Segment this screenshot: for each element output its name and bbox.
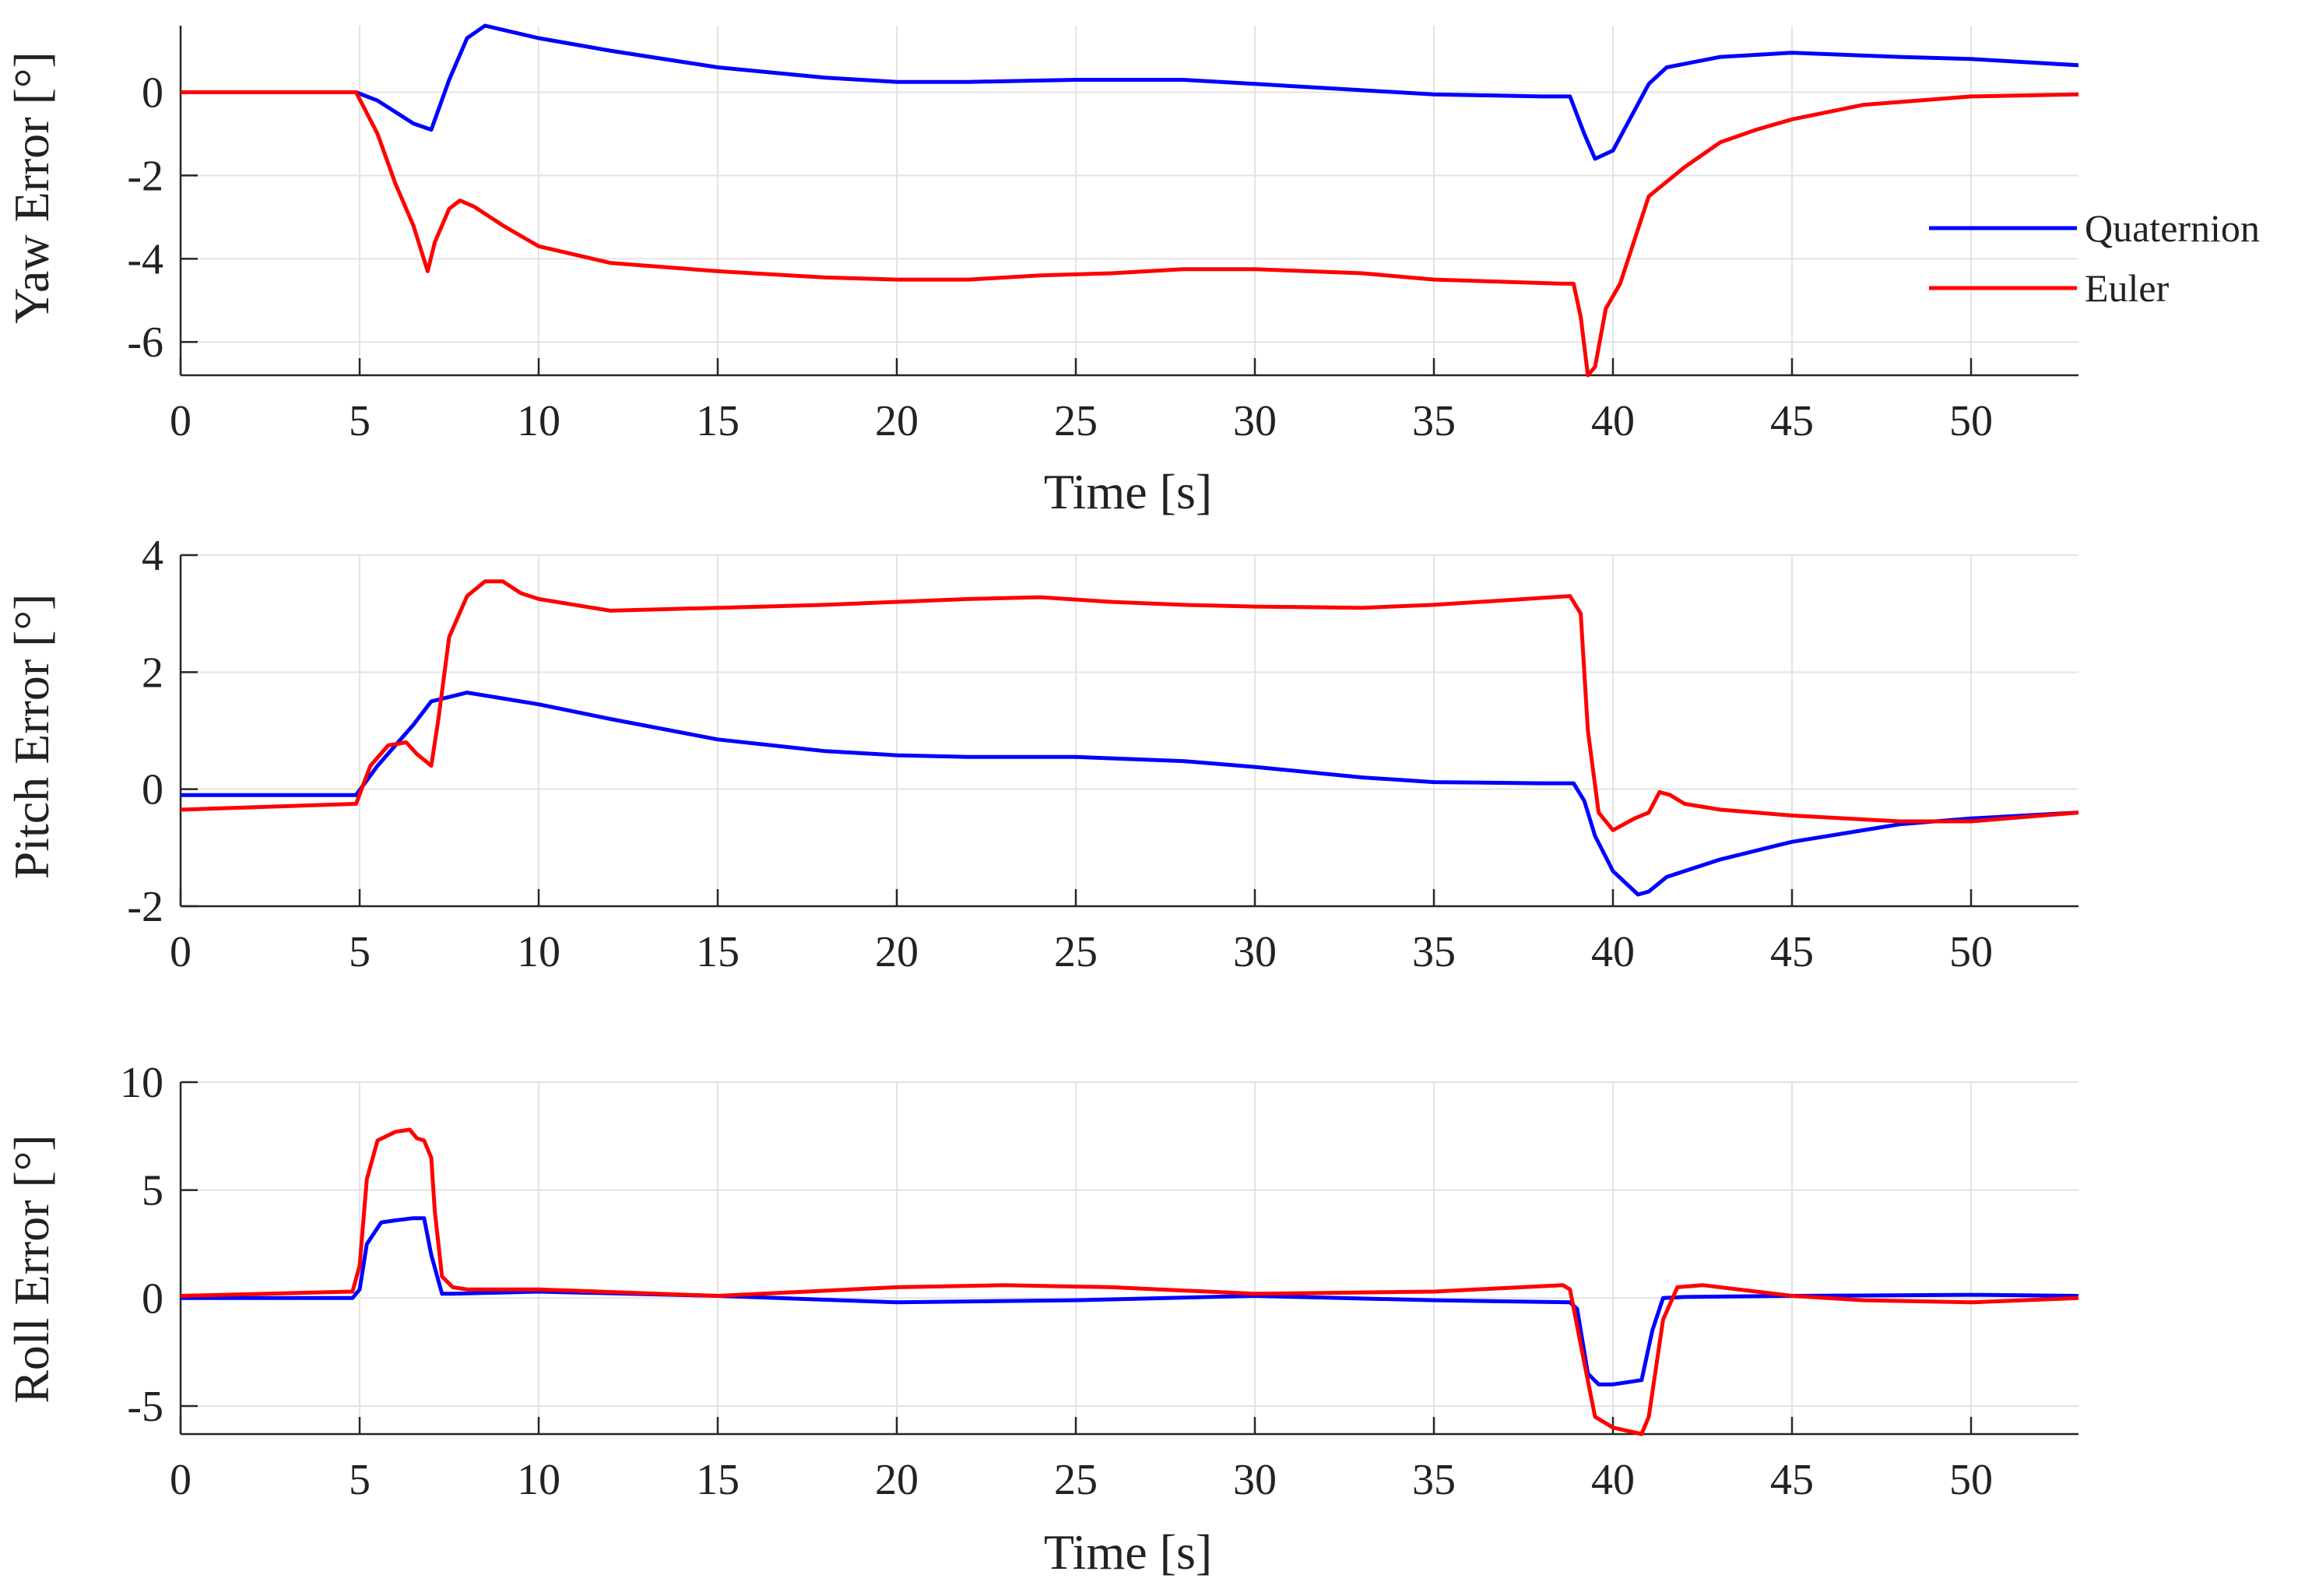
roll-xtick-label-0: 0: [170, 1456, 191, 1504]
yaw-ylabel: Yaw Error [°]: [4, 51, 59, 324]
roll-xtick-label-5: 25: [1054, 1456, 1098, 1504]
pitch-panel: Pitch Error [°] 0 5 10 15 20 25 30 35 40 45 50-202…: [4, 532, 2078, 976]
legend-label-quaternion: Quaternion: [2085, 206, 2260, 250]
yaw-ytick-label-1: -4: [127, 235, 163, 283]
roll-xtick-label-1: 5: [349, 1456, 371, 1504]
yaw-ytick-label-0: -6: [127, 318, 163, 367]
pitch-xtick-label-1: 5: [349, 928, 371, 976]
roll-xtick-label-6: 30: [1233, 1456, 1277, 1504]
roll-xlabel: Time [s]: [1044, 1524, 1212, 1580]
pitch-xtick-label-9: 45: [1770, 928, 1814, 976]
yaw-xtick-label-6: 30: [1233, 397, 1277, 445]
yaw-ytick-label-3: 0: [142, 69, 163, 118]
roll-xtick-label-7: 35: [1412, 1456, 1456, 1504]
legend-label-euler: Euler: [2085, 266, 2170, 310]
pitch-series-euler: [181, 579, 2078, 832]
roll-xtick-label-8: 40: [1591, 1456, 1635, 1504]
roll-ytick-label-1: 0: [142, 1274, 163, 1323]
yaw-xtick-label-10: 50: [1949, 397, 1993, 445]
pitch-xtick-label-7: 35: [1412, 928, 1456, 976]
yaw-xtick-label-2: 10: [517, 397, 560, 445]
yaw-xtick-label-4: 20: [875, 397, 919, 445]
pitch-ytick-label-1: 0: [142, 766, 163, 814]
roll-ytick-label-0: -5: [127, 1383, 163, 1431]
pitch-xtick-label-2: 10: [517, 928, 560, 976]
yaw-xtick-label-5: 25: [1054, 397, 1098, 445]
pitch-xtick-label-8: 40: [1591, 928, 1635, 976]
legend: Quaternion Euler: [1929, 206, 2260, 310]
pitch-ytick-label-3: 4: [142, 532, 163, 580]
roll-xtick-label-10: 50: [1949, 1456, 1993, 1504]
roll-xtick-label-2: 10: [517, 1456, 560, 1504]
roll-series-euler: [181, 1127, 2078, 1436]
yaw-xtick-label-3: 15: [696, 397, 740, 445]
yaw-series-euler: [181, 90, 2078, 378]
roll-series-quaternion: [181, 1216, 2078, 1387]
yaw-ytick-label-2: -2: [127, 152, 163, 200]
pitch-xtick-label-5: 25: [1054, 928, 1098, 976]
yaw-xtick-label-1: 5: [349, 397, 371, 445]
yaw-xtick-label-7: 35: [1412, 397, 1456, 445]
yaw-xtick-label-8: 40: [1591, 397, 1635, 445]
pitch-xtick-label-3: 15: [696, 928, 740, 976]
pitch-xtick-label-10: 50: [1949, 928, 1993, 976]
yaw-panel: Yaw Error [°] Time [s] 0 5 10 15 20 25 30 35 40 4…: [4, 23, 2078, 519]
pitch-xtick-label-0: 0: [170, 928, 191, 976]
yaw-xtick-label-9: 45: [1770, 397, 1814, 445]
pitch-ylabel: Pitch Error [°]: [4, 594, 59, 880]
roll-ylabel: Roll Error [°]: [4, 1134, 59, 1404]
yaw-xlabel: Time [s]: [1044, 464, 1212, 519]
roll-xtick-label-4: 20: [875, 1456, 919, 1504]
roll-xtick-label-9: 45: [1770, 1456, 1814, 1504]
roll-panel: Roll Error [°] Time [s] 0 5 10 15 20 25 30 35 40…: [4, 1059, 2078, 1580]
pitch-ytick-label-2: 2: [142, 649, 163, 697]
roll-ytick-label-3: 10: [120, 1059, 163, 1107]
roll-xtick-label-3: 15: [696, 1456, 740, 1504]
pitch-xtick-label-6: 30: [1233, 928, 1277, 976]
pitch-series-quaternion: [181, 691, 2078, 897]
pitch-ytick-label-0: -2: [127, 883, 163, 931]
yaw-xtick-label-0: 0: [170, 397, 191, 445]
pitch-xtick-label-4: 20: [875, 928, 919, 976]
roll-ytick-label-2: 5: [142, 1167, 163, 1215]
yaw-series-quaternion: [181, 23, 2078, 161]
